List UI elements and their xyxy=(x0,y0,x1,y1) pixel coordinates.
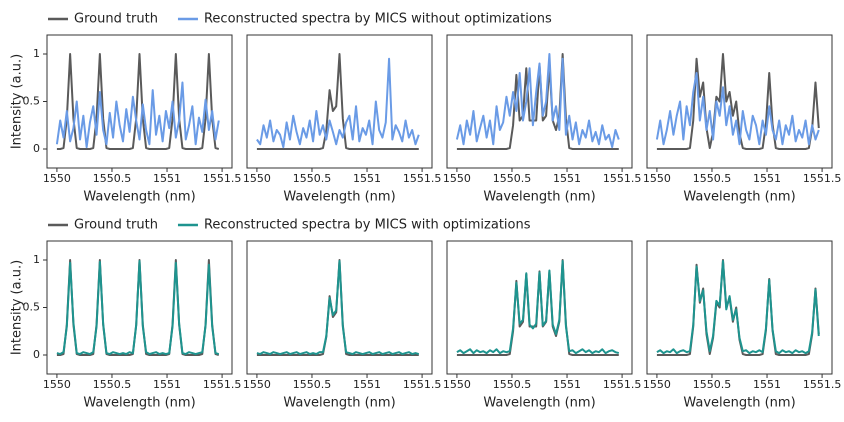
spectrum-line xyxy=(656,259,820,355)
spectrum-line xyxy=(456,53,619,150)
x-axis-label: Wavelength (nm) xyxy=(683,190,795,205)
spectrum-line xyxy=(55,81,220,149)
x-tick-label: 1550 xyxy=(443,378,471,391)
x-tick-label: 1550.5 xyxy=(493,172,532,185)
x-tick-label: 1550 xyxy=(43,172,71,185)
legend-label: Ground truth xyxy=(74,218,158,233)
x-tick-label: 1550 xyxy=(443,172,471,185)
x-axis-label: Wavelength (nm) xyxy=(483,190,595,205)
x-tick-label: 1551 xyxy=(353,378,381,391)
spectrum-line xyxy=(56,259,220,356)
y-tick-label: 1 xyxy=(33,253,40,266)
x-tick-label: 1551.5 xyxy=(603,378,642,391)
y-tick-label: 0.5 xyxy=(23,301,41,314)
x-tick-label: 1551.5 xyxy=(403,378,442,391)
legend-label: Ground truth xyxy=(74,12,158,27)
plot-frame xyxy=(246,34,433,169)
plot-frame xyxy=(46,34,233,169)
x-tick-label: 1550.5 xyxy=(493,378,532,391)
y-axis-label: Intensity (a.u.) xyxy=(10,260,25,355)
spectrum-line xyxy=(455,53,620,149)
x-tick-label: 1551.5 xyxy=(203,172,242,185)
plot-frame xyxy=(246,240,433,375)
x-axis-label: Wavelength (nm) xyxy=(683,396,795,411)
x-axis-label: Wavelength (nm) xyxy=(483,396,595,411)
x-tick-label: 1550.5 xyxy=(93,172,132,185)
x-axis-label: Wavelength (nm) xyxy=(283,396,395,411)
x-tick-label: 1550.5 xyxy=(693,378,732,391)
plot-frame xyxy=(46,240,233,375)
plot-frame xyxy=(446,240,633,375)
x-tick-label: 1551.5 xyxy=(203,378,242,391)
plot-frame xyxy=(446,34,633,169)
x-tick-label: 1550 xyxy=(243,378,271,391)
x-tick-label: 1551.5 xyxy=(403,172,442,185)
x-tick-label: 1550 xyxy=(43,378,71,391)
x-tick-label: 1551 xyxy=(753,378,781,391)
x-tick-label: 1550.5 xyxy=(93,378,132,391)
y-tick-label: 0 xyxy=(33,142,40,155)
x-tick-label: 1551 xyxy=(553,172,581,185)
spectrum-line xyxy=(256,259,420,356)
x-tick-label: 1550 xyxy=(243,172,271,185)
plot-frame xyxy=(646,34,833,169)
spectrum-line xyxy=(256,53,419,150)
x-tick-label: 1551 xyxy=(153,378,181,391)
x-tick-label: 1551 xyxy=(153,172,181,185)
x-axis-label: Wavelength (nm) xyxy=(83,396,195,411)
x-tick-label: 1550 xyxy=(643,172,671,185)
spectrum-line xyxy=(655,72,820,146)
y-axis-label: Intensity (a.u.) xyxy=(10,54,25,149)
x-tick-label: 1551.5 xyxy=(803,378,842,391)
spectrum-line xyxy=(656,259,820,356)
x-tick-label: 1551 xyxy=(753,172,781,185)
plot-frame xyxy=(646,240,833,375)
x-tick-label: 1551.5 xyxy=(603,172,642,185)
spectrum-line xyxy=(456,259,620,355)
x-tick-label: 1550.5 xyxy=(693,172,732,185)
spectrum-line xyxy=(656,53,820,150)
legend-label: Reconstructed spectra by MICS with optim… xyxy=(204,218,531,233)
x-tick-label: 1550.5 xyxy=(293,172,332,185)
x-tick-label: 1551.5 xyxy=(803,172,842,185)
x-tick-label: 1550.5 xyxy=(293,378,332,391)
x-axis-label: Wavelength (nm) xyxy=(283,190,395,205)
x-tick-label: 1551 xyxy=(353,172,381,185)
spectrum-line xyxy=(56,53,220,150)
x-tick-label: 1550 xyxy=(643,378,671,391)
x-axis-label: Wavelength (nm) xyxy=(83,190,195,205)
legend-label: Reconstructed spectra by MICS without op… xyxy=(204,12,552,27)
y-tick-label: 1 xyxy=(33,47,40,60)
y-tick-label: 0 xyxy=(33,348,40,361)
spectrum-line xyxy=(256,57,420,149)
x-tick-label: 1551 xyxy=(553,378,581,391)
y-tick-label: 0.5 xyxy=(23,95,41,108)
